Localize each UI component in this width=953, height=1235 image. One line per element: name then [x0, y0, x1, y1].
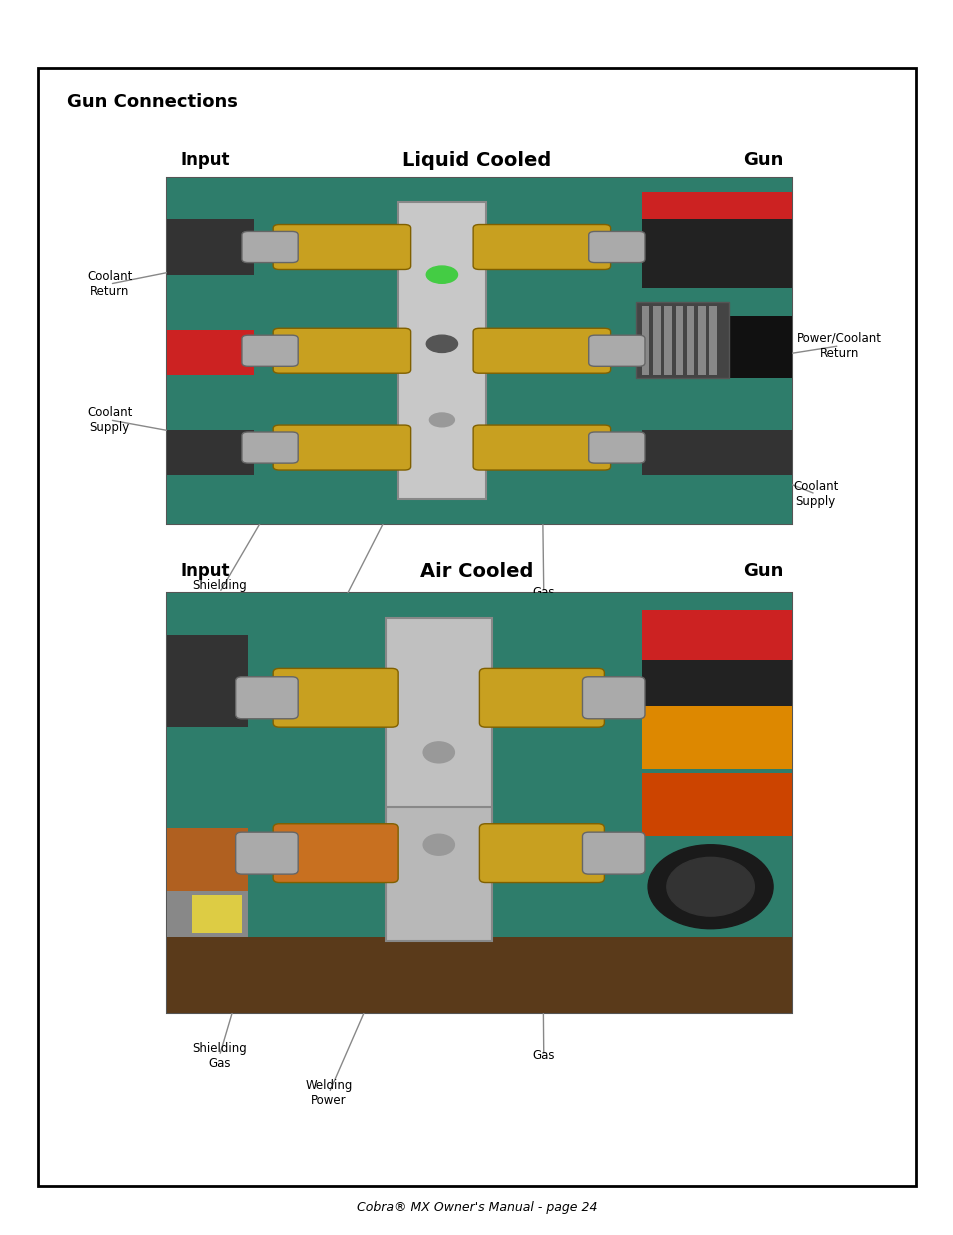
- FancyBboxPatch shape: [473, 425, 610, 471]
- Text: Gun: Gun: [742, 151, 782, 169]
- FancyBboxPatch shape: [582, 832, 644, 874]
- Circle shape: [666, 857, 754, 916]
- Circle shape: [426, 335, 457, 352]
- FancyBboxPatch shape: [653, 306, 659, 375]
- FancyBboxPatch shape: [242, 231, 298, 263]
- Text: Coolant
Return: Coolant Return: [87, 270, 132, 298]
- FancyBboxPatch shape: [385, 618, 492, 827]
- Text: Input: Input: [180, 562, 230, 580]
- FancyBboxPatch shape: [273, 329, 410, 373]
- FancyBboxPatch shape: [167, 330, 254, 375]
- FancyBboxPatch shape: [167, 178, 791, 524]
- FancyBboxPatch shape: [641, 212, 791, 289]
- FancyBboxPatch shape: [635, 303, 728, 378]
- FancyBboxPatch shape: [663, 306, 671, 375]
- FancyBboxPatch shape: [698, 306, 705, 375]
- Circle shape: [423, 742, 454, 763]
- FancyBboxPatch shape: [588, 432, 644, 463]
- FancyBboxPatch shape: [675, 306, 682, 375]
- FancyBboxPatch shape: [709, 306, 716, 375]
- Text: Liquid Cooled: Liquid Cooled: [402, 151, 551, 169]
- Text: Cobra® MX Owner's Manual - page 24: Cobra® MX Owner's Manual - page 24: [356, 1202, 597, 1214]
- FancyBboxPatch shape: [192, 895, 242, 932]
- FancyBboxPatch shape: [641, 773, 791, 836]
- FancyBboxPatch shape: [273, 425, 410, 471]
- FancyBboxPatch shape: [385, 806, 492, 941]
- FancyBboxPatch shape: [167, 635, 248, 727]
- FancyBboxPatch shape: [588, 335, 644, 367]
- Text: Welding
Power: Welding Power: [305, 1079, 353, 1107]
- Text: Coolant
Supply: Coolant Supply: [87, 406, 132, 433]
- Text: Power
Cable: Power Cable: [525, 493, 561, 520]
- FancyBboxPatch shape: [641, 316, 791, 378]
- FancyBboxPatch shape: [38, 68, 915, 1186]
- FancyBboxPatch shape: [242, 432, 298, 463]
- Text: Gas: Gas: [532, 1050, 555, 1062]
- Circle shape: [647, 845, 772, 929]
- FancyBboxPatch shape: [167, 827, 248, 895]
- FancyBboxPatch shape: [473, 329, 610, 373]
- Text: Input: Input: [180, 151, 230, 169]
- Circle shape: [423, 835, 454, 855]
- FancyBboxPatch shape: [641, 706, 791, 769]
- Text: Gun: Gun: [742, 562, 782, 580]
- FancyBboxPatch shape: [641, 626, 791, 719]
- FancyBboxPatch shape: [473, 225, 610, 269]
- FancyBboxPatch shape: [273, 225, 410, 269]
- FancyBboxPatch shape: [235, 677, 298, 719]
- FancyBboxPatch shape: [167, 178, 791, 524]
- Text: Shielding
Gas: Shielding Gas: [192, 1042, 247, 1070]
- FancyBboxPatch shape: [397, 203, 485, 499]
- FancyBboxPatch shape: [167, 430, 254, 475]
- Text: Shielding
Gas: Shielding Gas: [192, 579, 247, 606]
- FancyBboxPatch shape: [167, 937, 791, 1013]
- FancyBboxPatch shape: [479, 668, 604, 727]
- Text: Welding
Power: Welding Power: [305, 616, 353, 643]
- FancyBboxPatch shape: [273, 668, 397, 727]
- Text: Air Cooled: Air Cooled: [420, 562, 533, 580]
- FancyBboxPatch shape: [167, 890, 248, 937]
- FancyBboxPatch shape: [242, 335, 298, 367]
- FancyBboxPatch shape: [582, 677, 644, 719]
- FancyBboxPatch shape: [641, 191, 791, 220]
- FancyBboxPatch shape: [167, 220, 254, 274]
- Circle shape: [426, 266, 457, 283]
- Text: Gun Connections: Gun Connections: [67, 93, 237, 111]
- FancyBboxPatch shape: [235, 832, 298, 874]
- FancyBboxPatch shape: [167, 593, 791, 1013]
- Text: Coolant
Supply: Coolant Supply: [792, 480, 838, 508]
- FancyBboxPatch shape: [588, 231, 644, 263]
- FancyBboxPatch shape: [641, 610, 791, 659]
- FancyBboxPatch shape: [479, 824, 604, 883]
- FancyBboxPatch shape: [167, 593, 791, 1013]
- FancyBboxPatch shape: [273, 824, 397, 883]
- Circle shape: [429, 412, 454, 427]
- FancyBboxPatch shape: [641, 430, 791, 475]
- FancyBboxPatch shape: [686, 306, 694, 375]
- Text: Power/Coolant
Return: Power/Coolant Return: [796, 332, 882, 359]
- Text: Gas: Gas: [532, 587, 555, 599]
- FancyBboxPatch shape: [641, 306, 649, 375]
